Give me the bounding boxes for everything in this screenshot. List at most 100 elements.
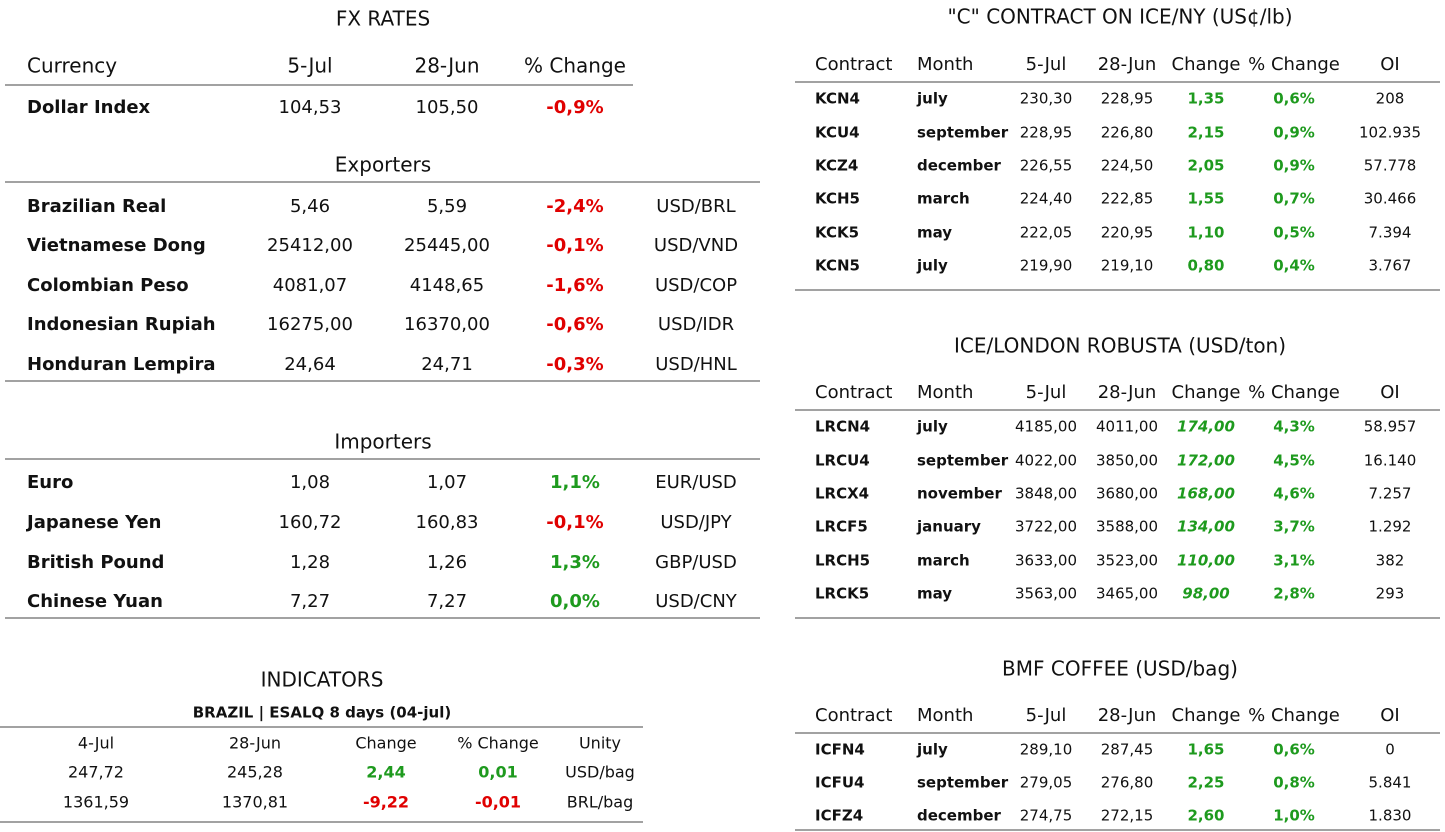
cell: 4,6%: [1273, 485, 1315, 503]
cell: 174,00: [1177, 418, 1235, 436]
cell: 4148,65: [410, 275, 484, 296]
cell: 226,80: [1101, 124, 1154, 142]
contract-code: KCZ4: [815, 157, 858, 175]
row-label: Brazilian Real: [27, 196, 166, 217]
cell: 7,27: [427, 591, 467, 612]
cell: 24,71: [421, 354, 473, 375]
cell: -2,4%: [546, 196, 603, 217]
cell: 134,00: [1177, 518, 1235, 536]
cell: 2,05: [1187, 157, 1224, 175]
cell: EUR/USD: [655, 472, 737, 493]
cell: 222,85: [1101, 190, 1154, 208]
cell: -0,3%: [546, 354, 603, 375]
column-header: OI: [1380, 705, 1399, 726]
cell: 0,9%: [1273, 124, 1315, 142]
cell: 3465,00: [1096, 585, 1158, 603]
contract-code: ICFU4: [815, 774, 864, 792]
cell: 3680,00: [1096, 485, 1158, 503]
cell: 3848,00: [1015, 485, 1077, 503]
cell: 98,00: [1182, 585, 1229, 603]
cell: december: [917, 157, 1002, 175]
cell: 105,50: [416, 97, 479, 118]
cell: 57.778: [1364, 157, 1417, 175]
cell: july: [916, 741, 948, 759]
cell: 7,27: [290, 591, 330, 612]
cell: march: [917, 190, 970, 208]
cell: USD/BRL: [656, 196, 735, 217]
column-header: OI: [1380, 382, 1399, 403]
column-header: 28-Jun: [229, 734, 281, 753]
group-title: Importers: [334, 430, 431, 454]
cell: march: [917, 552, 970, 570]
cell: 247,72: [68, 763, 124, 782]
column-header: Change: [355, 734, 416, 753]
cell: 208: [1376, 90, 1405, 108]
cell: USD/JPY: [660, 512, 732, 533]
cell: 104,53: [279, 97, 342, 118]
cell: july: [916, 418, 948, 436]
cell: september: [917, 452, 1009, 470]
cell: 3633,00: [1015, 552, 1077, 570]
column-header: Contract: [815, 382, 892, 403]
cell: 1,10: [1187, 224, 1224, 242]
cell: 245,28: [227, 763, 283, 782]
cell: 16370,00: [404, 314, 490, 335]
cell: 222,05: [1020, 224, 1073, 242]
column-header: 5-Jul: [1026, 705, 1067, 726]
cell: 58.957: [1364, 418, 1417, 436]
cell: 4,5%: [1273, 452, 1315, 470]
cell: 220,95: [1101, 224, 1154, 242]
cell: 0,4%: [1273, 257, 1315, 275]
cell: 1370,81: [222, 793, 288, 812]
cell: GBP/USD: [655, 552, 737, 573]
cell: USD/bag: [565, 763, 635, 782]
column-header: % Change: [457, 734, 539, 753]
cell: 226,55: [1020, 157, 1073, 175]
cell: november: [917, 485, 1002, 503]
cell: 1,65: [1187, 741, 1224, 759]
cell: 1,55: [1187, 190, 1224, 208]
cell: 3.767: [1369, 257, 1412, 275]
column-header: 4-Jul: [78, 734, 114, 753]
cell: 1,1%: [550, 472, 600, 493]
cell: USD/VND: [654, 235, 738, 256]
cell: 4,3%: [1273, 418, 1315, 436]
cell: 0,8%: [1273, 774, 1315, 792]
cell: 1361,59: [63, 793, 129, 812]
cell: 0: [1385, 741, 1395, 759]
cell: 224,50: [1101, 157, 1154, 175]
cell: 7.257: [1369, 485, 1412, 503]
cell: 110,00: [1177, 552, 1235, 570]
row-label: Japanese Yen: [25, 512, 162, 533]
cell: USD/CNY: [655, 591, 738, 612]
cell: 1.292: [1369, 518, 1412, 536]
contract-code: KCU4: [815, 124, 860, 142]
cell: 2,60: [1187, 807, 1224, 825]
cell: 272,15: [1101, 807, 1154, 825]
cell: september: [917, 124, 1009, 142]
group-title: Exporters: [335, 153, 431, 177]
column-header: 28-Jun: [414, 54, 479, 78]
cell: 382: [1376, 552, 1405, 570]
row-label: Colombian Peso: [27, 275, 189, 296]
column-header: Month: [917, 705, 973, 726]
column-header: 28-Jun: [1098, 705, 1157, 726]
column-header: Month: [917, 382, 973, 403]
cell: -0,01: [475, 793, 521, 812]
cell: 293: [1376, 585, 1405, 603]
column-header: Month: [917, 54, 973, 75]
column-header: Change: [1172, 382, 1241, 403]
cell: 0,0%: [550, 591, 600, 612]
column-header: Currency: [27, 54, 117, 78]
cell: january: [916, 518, 981, 536]
cell: BRL/bag: [567, 793, 634, 812]
column-header: 5-Jul: [287, 54, 332, 78]
cell: 3722,00: [1015, 518, 1077, 536]
cell: 0,9%: [1273, 157, 1315, 175]
cell: 274,75: [1020, 807, 1073, 825]
cell: 3523,00: [1096, 552, 1158, 570]
contract-code: KCN5: [815, 257, 860, 275]
cell: 1,08: [290, 472, 330, 493]
cell: 24,64: [284, 354, 336, 375]
